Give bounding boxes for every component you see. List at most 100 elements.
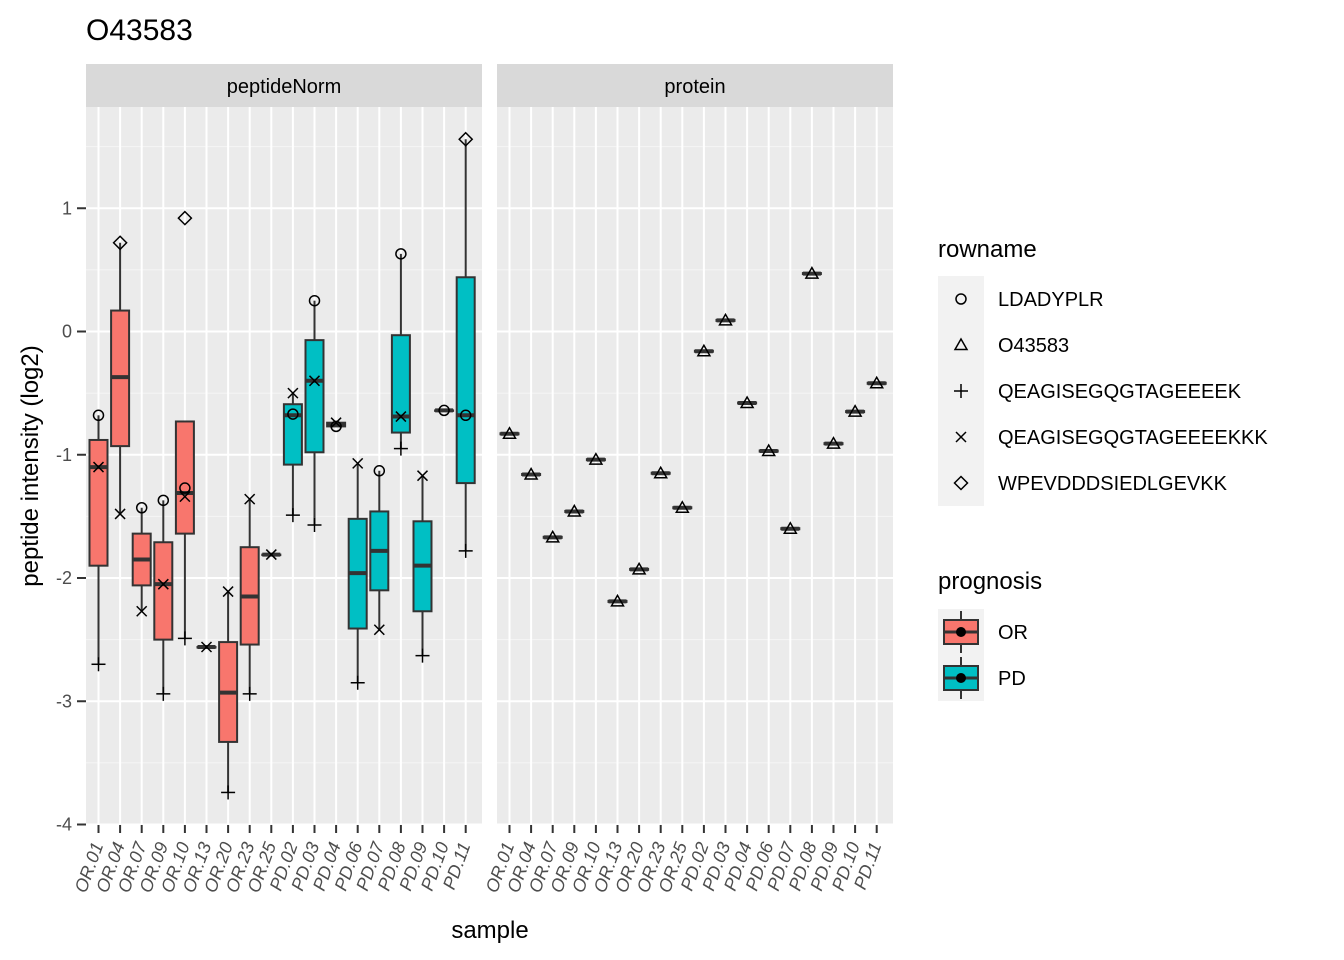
legend-rowname-label: QEAGISEGQGTAGEEEEKKK bbox=[998, 427, 1268, 449]
point-cross bbox=[179, 491, 191, 503]
legend-key bbox=[938, 276, 984, 322]
box bbox=[304, 339, 325, 454]
legend-dot bbox=[956, 627, 966, 637]
facet-strip-label-protein: protein bbox=[664, 76, 725, 98]
protein-box-pd-02 bbox=[693, 349, 714, 354]
legend-rowname-label: QEAGISEGQGTAGEEEEK bbox=[998, 381, 1242, 403]
box bbox=[455, 276, 476, 485]
point-cross bbox=[92, 461, 105, 473]
point-plus bbox=[242, 686, 257, 701]
point-cross bbox=[244, 493, 256, 505]
boxplot-pd-02 bbox=[282, 393, 303, 516]
facet-strip-label-peptideNorm: peptideNorm bbox=[227, 76, 342, 98]
x-axis-title: sample bbox=[451, 917, 528, 944]
point-triangle bbox=[718, 312, 733, 326]
boxplot-or-10 bbox=[174, 420, 195, 639]
protein-box-pd-09 bbox=[823, 441, 844, 446]
y-tick-label: -2 bbox=[56, 568, 72, 588]
point-diamond bbox=[112, 235, 128, 251]
point-cross bbox=[416, 470, 429, 482]
protein-box-or-09 bbox=[564, 509, 585, 514]
point-cross bbox=[287, 387, 299, 399]
panel-background-protein bbox=[497, 107, 893, 825]
protein-box-or-04 bbox=[521, 472, 542, 477]
box bbox=[282, 403, 303, 466]
y-axis: 1 0 -1 -2 -3 -4 bbox=[56, 198, 86, 835]
facet-strip-protein bbox=[497, 64, 893, 107]
point-plus bbox=[285, 508, 300, 523]
protein-box-or-23 bbox=[650, 471, 671, 476]
boxplot-pd-03 bbox=[304, 300, 325, 526]
boxplot-or-20 bbox=[218, 591, 239, 793]
boxplot-or-23 bbox=[239, 499, 260, 694]
box bbox=[174, 420, 195, 535]
facet-strip-peptideNorm bbox=[86, 64, 482, 107]
boxplot-or-04 bbox=[110, 242, 131, 514]
legend-rowname-item: QEAGISEGQGTAGEEEEK bbox=[938, 368, 1242, 414]
point-triangle bbox=[739, 395, 755, 409]
x-axis: OR.01OR.04OR.07OR.09OR.10OR.13OR.20OR.23… bbox=[71, 825, 885, 895]
point-circle bbox=[135, 501, 148, 514]
legend-prognosis-item: PD bbox=[938, 655, 1026, 701]
protein-box-pd-04 bbox=[737, 400, 758, 405]
y-axis-title: peptide intensity (log2) bbox=[17, 345, 44, 586]
point-triangle bbox=[502, 426, 517, 440]
y-tick-label: -1 bbox=[56, 445, 72, 465]
boxplot-pd-10 bbox=[434, 408, 455, 413]
y-tick-label: 0 bbox=[62, 322, 72, 342]
point-circle bbox=[438, 404, 450, 417]
gridlines-protein bbox=[497, 107, 893, 826]
legend-key bbox=[938, 322, 984, 368]
legend-key bbox=[938, 460, 984, 506]
point-plus bbox=[177, 631, 192, 646]
point-plus bbox=[350, 675, 365, 690]
point-cross bbox=[395, 411, 407, 423]
point-triangle bbox=[826, 436, 841, 449]
point-cross bbox=[222, 586, 234, 598]
point-plus bbox=[156, 686, 171, 701]
point-triangle bbox=[761, 443, 776, 457]
point-triangle bbox=[804, 266, 820, 279]
point-cross bbox=[157, 578, 169, 590]
boxplot-or-07 bbox=[131, 507, 152, 612]
legend-rowname-item: LDADYPLR bbox=[938, 276, 1104, 322]
point-plus bbox=[91, 657, 106, 672]
protein-box-or-10 bbox=[585, 457, 606, 462]
point-triangle bbox=[675, 500, 690, 513]
point-plus bbox=[221, 785, 236, 800]
point-triangle bbox=[653, 465, 668, 479]
point-circle bbox=[92, 409, 105, 422]
triangle-icon bbox=[953, 337, 969, 351]
box bbox=[153, 541, 174, 641]
protein-box-or-25 bbox=[672, 505, 693, 510]
point-circle bbox=[287, 408, 299, 420]
point-circle bbox=[395, 248, 407, 260]
point-triangle bbox=[696, 343, 712, 357]
box bbox=[88, 438, 109, 567]
point-diamond bbox=[177, 210, 193, 226]
points-protein bbox=[502, 266, 884, 607]
point-triangle bbox=[869, 375, 884, 389]
point-triangle bbox=[610, 593, 625, 607]
point-triangle bbox=[847, 404, 863, 417]
point-circle bbox=[308, 294, 321, 307]
boxplot-pd-08 bbox=[390, 253, 411, 449]
facet-protein: protein bbox=[497, 64, 893, 826]
legend-rowname: rowname LDADYPLR O43583 QEAGISEGQGTAGEEEEK… bbox=[938, 236, 1268, 506]
point-triangle bbox=[567, 503, 582, 517]
circle-icon bbox=[955, 293, 967, 305]
legend-rowname-item: QEAGISEGQGTAGEEEEKKK bbox=[938, 414, 1268, 460]
y-tick-label: -4 bbox=[56, 815, 72, 835]
legend-dot bbox=[956, 673, 966, 683]
legend-rowname-item: O43583 bbox=[938, 322, 1069, 368]
cross-icon bbox=[955, 431, 967, 443]
legend-prognosis-label: OR bbox=[998, 622, 1028, 644]
legend-rowname-item: WPEVDDDSIEDLGEVKK bbox=[938, 460, 1228, 506]
legend-prognosis-label: PD bbox=[998, 668, 1026, 690]
point-plus bbox=[458, 543, 473, 558]
point-cross bbox=[114, 508, 126, 520]
point-cross bbox=[200, 641, 213, 653]
boxplot-pd-11 bbox=[455, 139, 476, 551]
point-cross bbox=[136, 605, 148, 617]
